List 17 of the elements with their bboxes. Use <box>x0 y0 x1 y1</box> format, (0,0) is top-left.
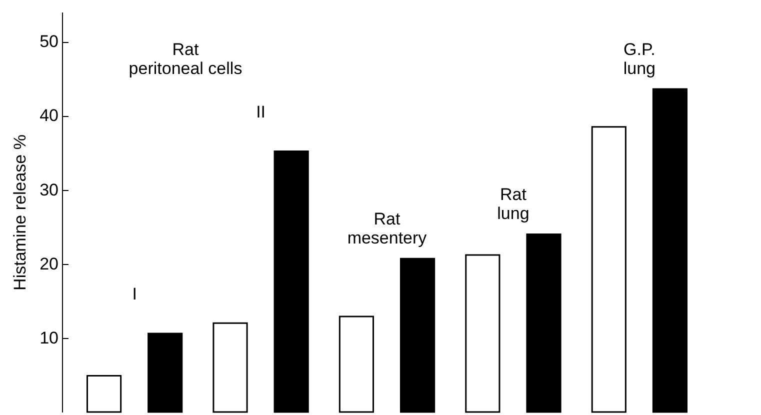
x-tick-label: II <box>256 102 266 122</box>
x-tick-label: Rat mesentery <box>347 210 428 248</box>
y-tick-label: 40 <box>40 106 58 126</box>
x-tick-label: I <box>132 284 137 304</box>
bar <box>148 332 183 413</box>
y-axis-title: Histamine release % <box>10 134 30 290</box>
bar <box>526 233 562 413</box>
annotation: Rat peritoneal cells <box>128 40 242 78</box>
y-tick-label: 20 <box>40 254 58 274</box>
x-tick-label: Rat lung <box>497 185 530 224</box>
x-tick-label: G.P. lung <box>623 40 656 78</box>
bar <box>274 150 309 413</box>
y-tick-label: 50 <box>40 32 58 52</box>
y-tick-label: 30 <box>40 180 58 200</box>
bar <box>652 88 688 413</box>
y-tick-label: 10 <box>40 328 58 348</box>
bar <box>400 258 436 413</box>
